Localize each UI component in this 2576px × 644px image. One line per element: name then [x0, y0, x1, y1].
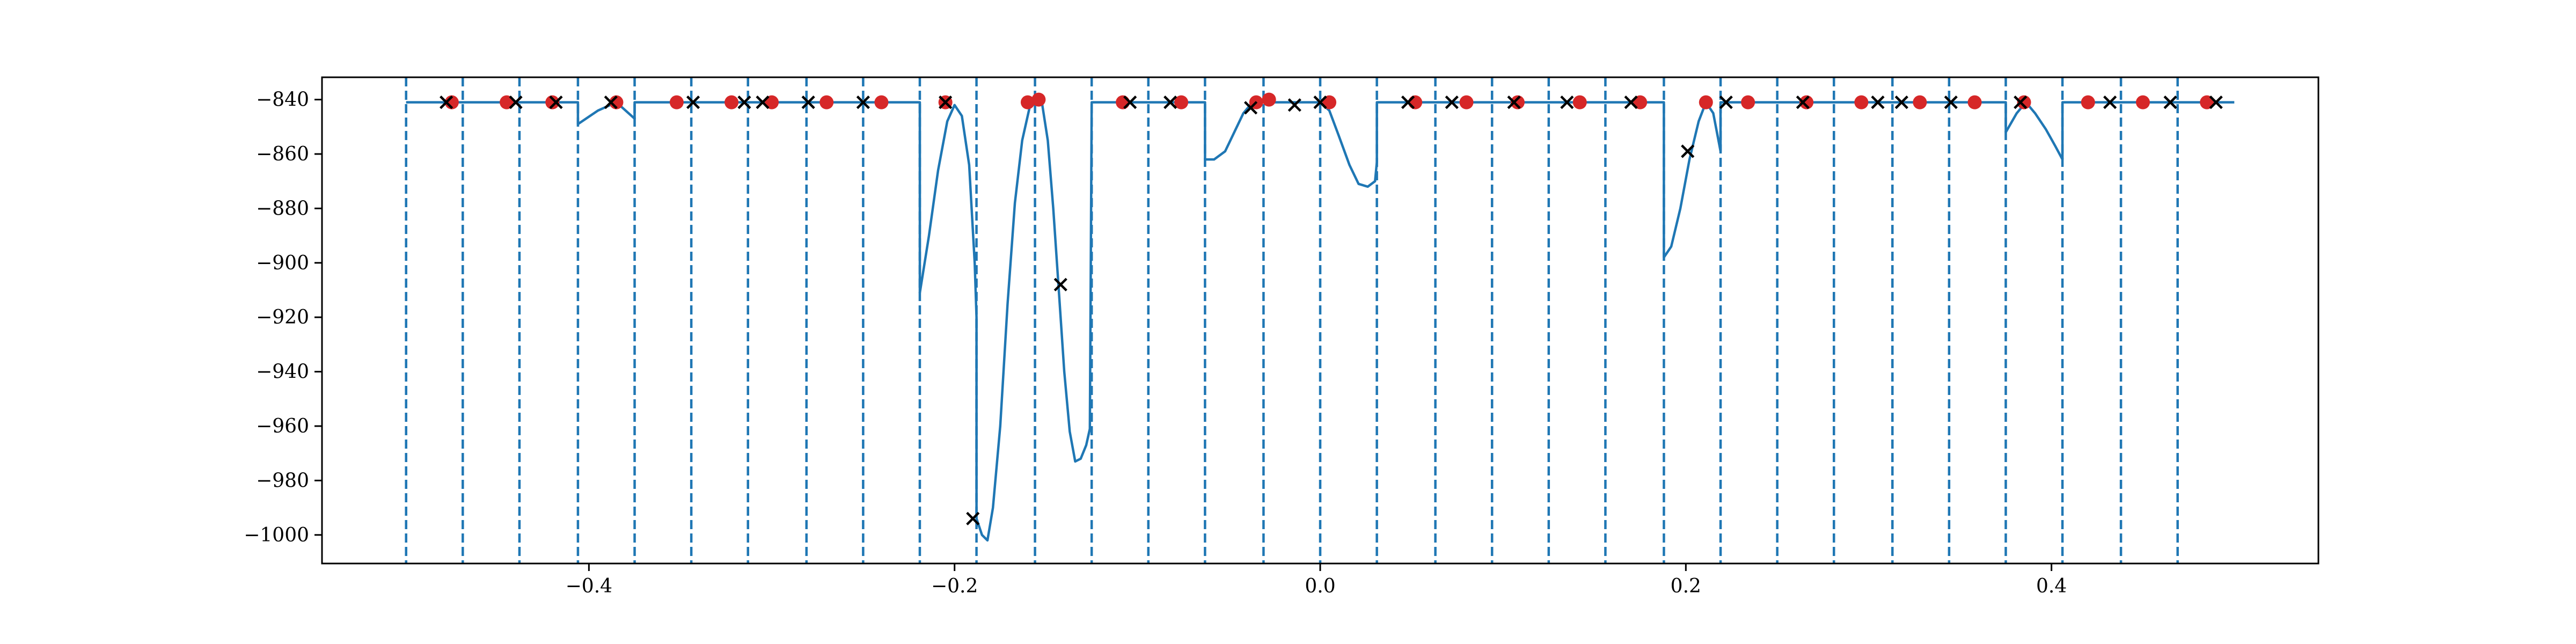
- x-markers-group: [440, 96, 2223, 525]
- y-tick-label: −940: [256, 361, 309, 383]
- boundary-lines: [405, 77, 2179, 564]
- x-marker: [1681, 144, 1695, 158]
- x-marker: [509, 96, 523, 109]
- x-marker: [737, 96, 751, 109]
- x-marker: [1123, 96, 1137, 109]
- circle-marker: [1799, 95, 1814, 109]
- x-marker: [440, 96, 453, 109]
- circle-markers-group: [444, 92, 2214, 109]
- y-tick-label: −880: [256, 197, 309, 219]
- x-marker: [2014, 96, 2028, 109]
- x-marker: [1719, 96, 1733, 109]
- circle-marker: [500, 95, 514, 109]
- x-marker: [1944, 96, 1958, 109]
- circle-marker: [819, 95, 834, 109]
- circle-marker: [1020, 95, 1035, 109]
- circle-marker: [669, 95, 684, 109]
- x-marker: [939, 96, 953, 109]
- x-marker: [2163, 96, 2177, 109]
- circle-marker: [2135, 95, 2150, 109]
- x-marker: [966, 511, 980, 525]
- x-marker: [1871, 96, 1885, 109]
- x-marker: [1445, 96, 1459, 109]
- x-marker: [1287, 98, 1301, 112]
- circle-marker: [1699, 95, 1713, 109]
- y-axis: −840 −860 −880 −900 −920 −940 −960 −980 −1000: [244, 89, 322, 546]
- x-marker: [1796, 96, 1810, 109]
- circle-marker: [2081, 95, 2095, 109]
- x-tick-label: −0.2: [931, 575, 978, 597]
- x-marker: [2103, 96, 2117, 109]
- x-tick-label: 0.4: [2036, 575, 2067, 597]
- circle-marker: [765, 95, 779, 109]
- circle-marker: [1322, 95, 1337, 109]
- x-marker: [1163, 96, 1177, 109]
- y-tick-label: −860: [256, 143, 309, 165]
- circle-marker: [1913, 95, 1927, 109]
- circle-marker: [545, 95, 560, 109]
- circle-marker: [1633, 95, 1648, 109]
- x-marker: [1507, 96, 1521, 109]
- circle-marker: [1262, 92, 1276, 107]
- x-marker: [801, 96, 815, 109]
- y-tick-label: −900: [256, 252, 309, 274]
- x-marker: [686, 96, 700, 109]
- series-group: [406, 98, 2235, 542]
- x-marker: [2209, 96, 2223, 109]
- x-marker: [604, 96, 618, 109]
- y-tick-label: −1000: [244, 524, 309, 546]
- circle-marker: [1116, 95, 1130, 109]
- x-marker: [1560, 96, 1574, 109]
- circle-marker: [1741, 95, 1755, 109]
- x-marker: [1624, 96, 1638, 109]
- circle-marker: [1031, 92, 1046, 107]
- x-tick-label: −0.4: [566, 575, 612, 597]
- circle-marker: [1967, 95, 1982, 109]
- x-tick-label: 0.2: [1671, 575, 1701, 597]
- circle-marker: [1854, 95, 1869, 109]
- circle-marker: [1459, 95, 1474, 109]
- y-tick-label: −840: [256, 89, 309, 111]
- series-line: [406, 98, 2235, 542]
- circle-marker: [1572, 95, 1587, 109]
- x-marker: [549, 96, 563, 109]
- circle-marker: [2017, 95, 2031, 109]
- x-axis: −0.4 −0.2 0.0 0.2 0.4: [566, 564, 2067, 597]
- circle-marker: [724, 95, 739, 109]
- y-tick-label: −980: [256, 470, 309, 492]
- x-marker: [756, 96, 770, 109]
- y-tick-label: −920: [256, 306, 309, 328]
- x-marker: [1313, 96, 1327, 109]
- x-marker: [1053, 277, 1067, 291]
- x-marker: [856, 96, 870, 109]
- x-tick-label: 0.0: [1305, 575, 1335, 597]
- circle-marker: [1408, 95, 1423, 109]
- circle-marker: [2200, 95, 2214, 109]
- x-marker: [1401, 96, 1415, 109]
- circle-marker: [1174, 95, 1189, 109]
- circle-marker: [1510, 95, 1525, 109]
- circle-marker: [874, 95, 889, 109]
- y-tick-label: −960: [256, 415, 309, 437]
- x-marker: [1894, 96, 1908, 109]
- x-marker: [1243, 101, 1258, 115]
